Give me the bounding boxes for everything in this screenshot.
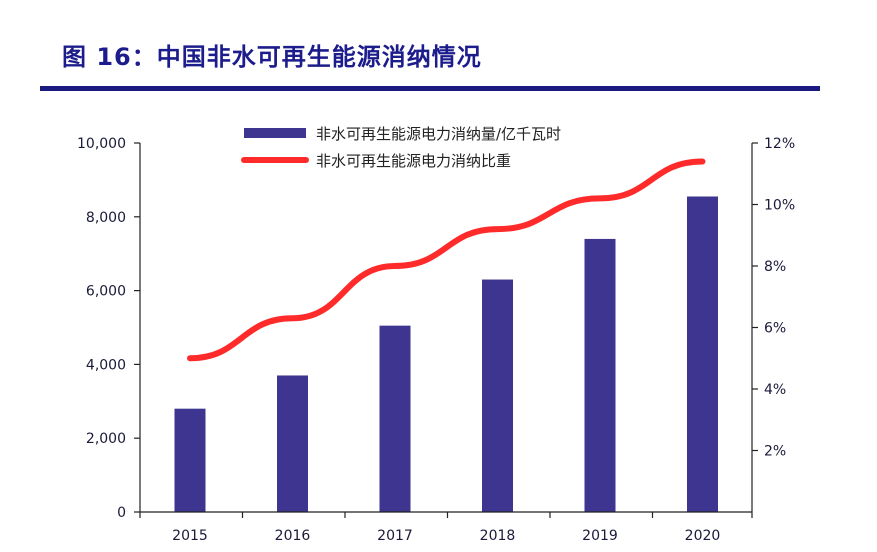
x-tick-label: 2015 xyxy=(172,528,208,544)
bar-2017 xyxy=(379,325,411,512)
left-tick-label: 10,000 xyxy=(77,136,126,152)
left-tick-label: 8,000 xyxy=(86,210,126,226)
left-tick-label: 4,000 xyxy=(86,357,126,373)
legend-label-bar: 非水可再生能源电力消纳量/亿千瓦时 xyxy=(316,125,561,143)
x-tick-label: 2019 xyxy=(582,528,618,544)
bar-series xyxy=(174,196,718,512)
right-tick-label: 8% xyxy=(764,259,786,275)
x-tick-label: 2017 xyxy=(377,528,413,544)
right-tick-label: 4% xyxy=(764,382,786,398)
line-series-layer xyxy=(187,158,706,362)
title-rule xyxy=(40,86,820,91)
x-tick-label: 2020 xyxy=(685,528,721,544)
legend-swatch-bar xyxy=(244,128,306,138)
x-tick-label: 2016 xyxy=(275,528,311,544)
bar-2018 xyxy=(482,279,513,512)
legend-label-line: 非水可再生能源电力消纳比重 xyxy=(316,152,511,170)
right-tick-label: 2% xyxy=(764,444,786,460)
left-tick-label: 2,000 xyxy=(86,431,126,447)
right-tick-label: 6% xyxy=(764,321,786,337)
left-tick-label: 6,000 xyxy=(86,284,126,300)
figure-title: 图 16：中国非水可再生能源消纳情况 xyxy=(62,43,482,71)
ratio-line xyxy=(187,158,706,362)
bar-2020 xyxy=(687,196,718,512)
axes: 0 2,000 4,000 6,000 8,000 10,000 2% 4% 6% 8% 10% 12… xyxy=(77,136,795,544)
bar-2019 xyxy=(584,238,616,512)
right-tick-label: 10% xyxy=(764,198,795,214)
bar-2016 xyxy=(277,375,308,512)
bar-2015 xyxy=(174,408,206,512)
right-tick-label: 12% xyxy=(764,136,795,152)
x-tick-label: 2018 xyxy=(480,528,516,544)
left-tick-label: 0 xyxy=(117,505,126,521)
